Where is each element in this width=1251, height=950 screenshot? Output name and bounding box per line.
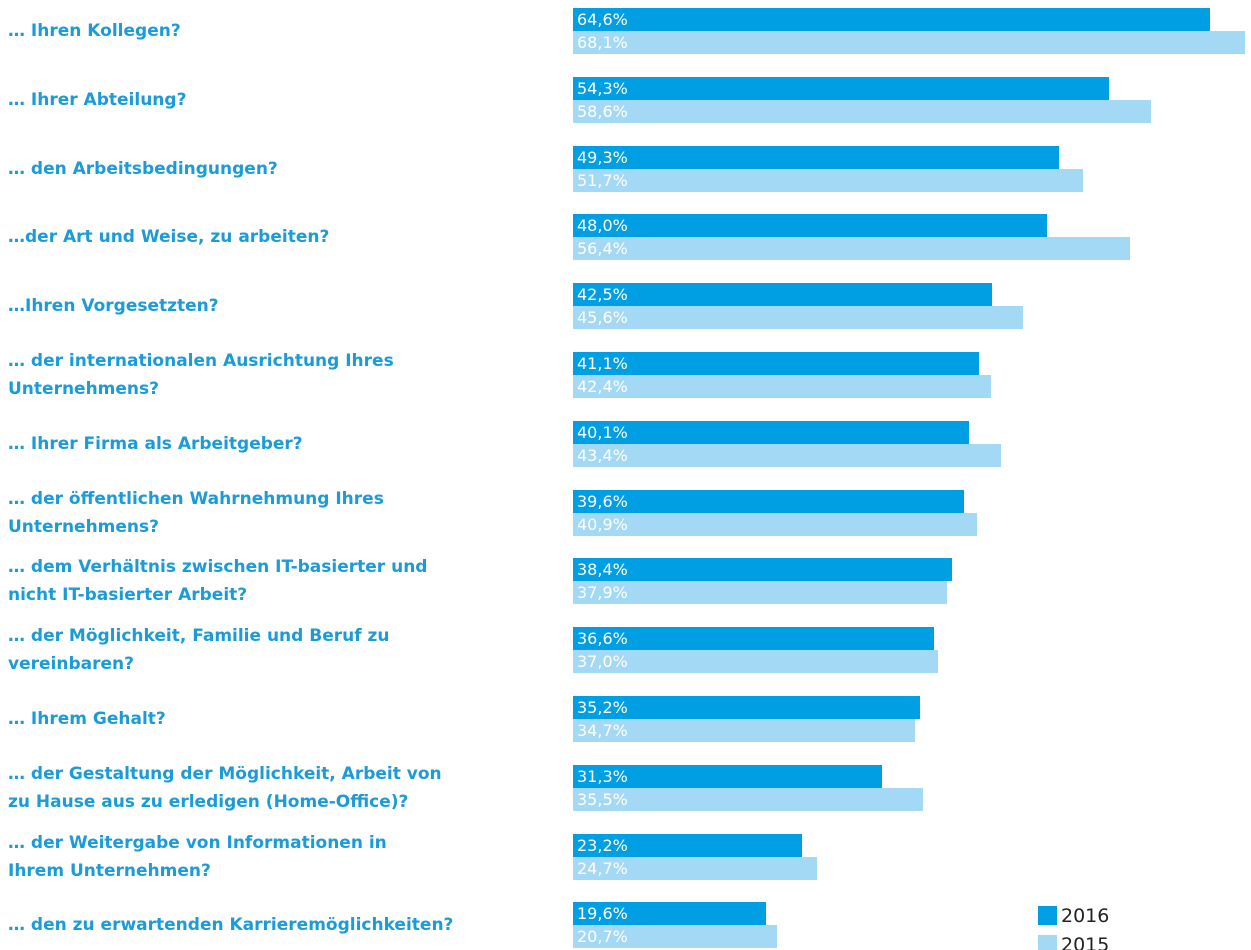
bar: [573, 627, 935, 651]
value-label: 40,9%: [577, 514, 628, 534]
bar: [573, 558, 952, 582]
value-label: 19,6%: [577, 904, 628, 924]
bar: [573, 145, 1060, 169]
bar: [573, 443, 1002, 467]
bar: [573, 8, 1211, 31]
bar: [573, 214, 1047, 238]
bar: [573, 352, 979, 375]
value-label: 68,1%: [577, 33, 628, 52]
category-label: … dem Verhältnis zwischen IT-basierter u…: [8, 557, 428, 606]
value-label: 40,1%: [577, 422, 628, 442]
bar: [573, 696, 921, 719]
value-label: 35,2%: [577, 698, 628, 717]
bar: [573, 99, 1152, 123]
category-label: … den zu erwartenden Karrieremöglichkeit…: [8, 915, 454, 936]
category-label: …der Art und Weise, zu arbeiten?: [8, 227, 330, 248]
value-label: 36,6%: [577, 629, 628, 649]
value-label: 37,0%: [577, 652, 628, 672]
bar: [573, 76, 1109, 100]
category-label: … der öffentlichen Wahrnehmung Ihres Unt…: [8, 488, 384, 537]
bar: [573, 902, 767, 926]
value-label: 20,7%: [577, 927, 628, 947]
category-label: … der Möglichkeit, Familie und Beruf zu …: [8, 626, 390, 675]
bar: [573, 650, 939, 674]
bar: [573, 283, 993, 307]
value-label: 42,4%: [577, 377, 628, 396]
bar: [573, 764, 882, 788]
value-label: 39,6%: [577, 491, 628, 511]
category-label: … Ihrer Abteilung?: [8, 89, 187, 110]
legend-label: 2015: [1061, 934, 1110, 950]
value-label: 48,0%: [577, 216, 628, 236]
value-label: 37,9%: [577, 583, 628, 603]
value-label: 45,6%: [577, 308, 628, 328]
bar: [573, 719, 916, 742]
value-label: 41,1%: [577, 354, 628, 373]
legend-swatch: [1038, 935, 1057, 950]
value-label: 56,4%: [577, 239, 628, 259]
legend-swatch: [1038, 906, 1057, 925]
bar: [573, 787, 924, 811]
legend-label: 2016: [1061, 905, 1110, 927]
value-label: 49,3%: [577, 147, 628, 167]
value-label: 43,4%: [577, 445, 628, 465]
value-label: 42,5%: [577, 285, 628, 305]
value-label: 58,6%: [577, 101, 628, 121]
category-label: … der Gestaltung der Möglichkeit, Arbeit…: [8, 763, 442, 812]
value-label: 35,5%: [577, 789, 628, 809]
bar: [573, 306, 1023, 330]
bar: [573, 168, 1084, 192]
value-label: 31,3%: [577, 766, 628, 786]
category-label: … den Arbeitsbedingungen?: [8, 158, 278, 179]
category-label: … Ihrem Gehalt?: [8, 709, 166, 729]
value-label: 54,3%: [577, 78, 628, 98]
value-label: 24,7%: [577, 858, 628, 878]
bar: [573, 925, 778, 949]
bar: [573, 420, 969, 444]
bar: [573, 31, 1245, 54]
category-label: … Ihrer Firma als Arbeitgeber?: [8, 433, 303, 454]
category-label: … der internationalen Ausrichtung Ihres …: [8, 351, 394, 399]
category-label: … der Weitergabe von Informationen in Ih…: [8, 832, 387, 881]
value-label: 64,6%: [577, 10, 628, 29]
category-label: …Ihren Vorgesetzten?: [8, 296, 219, 317]
value-label: 34,7%: [577, 721, 628, 740]
value-label: 23,2%: [577, 835, 628, 855]
value-label: 38,4%: [577, 560, 628, 580]
bar: [573, 512, 977, 536]
bar: [573, 581, 947, 605]
category-label: … Ihren Kollegen?: [8, 21, 181, 41]
bar: [573, 375, 992, 398]
bar: [573, 237, 1130, 261]
value-label: 51,7%: [577, 170, 628, 190]
bar: [573, 833, 802, 857]
bar: [573, 489, 964, 513]
bar: [573, 856, 817, 880]
